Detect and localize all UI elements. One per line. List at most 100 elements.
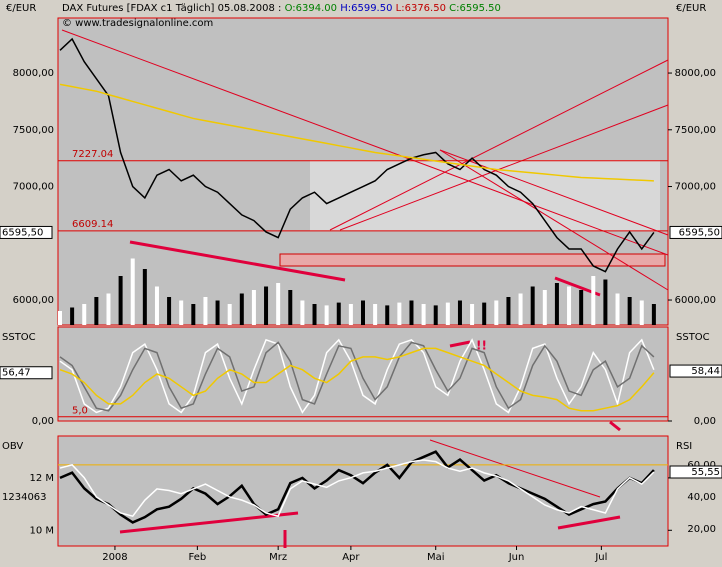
high: H:6599.50 (340, 3, 392, 14)
y-tick-label: 7500,00 (675, 125, 716, 136)
volume-bar (288, 290, 293, 325)
volume-bar (373, 304, 378, 325)
y-tick-label: 40,00 (687, 492, 716, 503)
trendlines (61, 29, 669, 498)
y-tick-label: 0,00 (694, 416, 716, 427)
volume-bar (348, 304, 353, 325)
x-tick-label: Jul (594, 552, 607, 563)
y-tick-label: 8000,00 (13, 68, 54, 79)
x-tick-label: Apr (342, 552, 360, 563)
open: O:6394.00 (285, 3, 337, 14)
volume-bar (300, 300, 305, 325)
volume-bar (603, 279, 608, 325)
axis-label: SSTOC (2, 332, 36, 343)
volume-bar (433, 305, 438, 325)
series-line (59, 459, 655, 518)
volume-bar (615, 293, 620, 325)
volume-bar (542, 290, 547, 325)
volume-bar (276, 283, 281, 325)
stoch-panel (57, 326, 669, 422)
annotation: !! (476, 339, 487, 353)
volume-bar (106, 293, 111, 325)
volume-bar (579, 290, 584, 325)
current-label: 1234063 (2, 492, 47, 503)
volume-bar (167, 297, 172, 325)
volume-bar (385, 305, 390, 325)
volume-bar (530, 286, 535, 325)
volume-bar (239, 293, 244, 325)
axis-label: RSI (676, 441, 692, 452)
volume-bar (82, 304, 87, 325)
x-tick-label: 2008 (102, 552, 127, 563)
volume-bar (639, 300, 644, 325)
volume-bar (251, 290, 256, 325)
volume-bar (264, 286, 269, 325)
y-tick-label: 6000,00 (13, 295, 54, 306)
value-box (0, 366, 53, 380)
y-tick-label: 0,00 (32, 416, 54, 427)
volume-bar (94, 297, 99, 325)
series-line (59, 37, 655, 273)
volume-bar (397, 302, 402, 325)
y-tick-label: 7000,00 (13, 182, 54, 193)
volume-bar (554, 283, 559, 325)
volume-bar (215, 300, 220, 325)
volume-bar (457, 300, 462, 325)
volume-bar (482, 302, 487, 325)
level-label: 7227.04 (72, 149, 113, 160)
series-line (59, 450, 655, 524)
volume-bar (445, 302, 450, 325)
y-tick-label: 20,00 (687, 524, 716, 535)
volume-bar (154, 286, 159, 325)
support-box (279, 253, 666, 267)
volume-bar (409, 300, 414, 325)
y-tick-label: 7000,00 (675, 182, 716, 193)
value-box (0, 225, 53, 239)
close: C:6595.50 (449, 3, 501, 14)
volume-bar (70, 307, 75, 325)
instrument: DAX Futures [FDAX c1 Täglich] 05.08.2008… (62, 3, 281, 14)
value-label: 6595,50 (2, 227, 43, 238)
level-label: 5,0 (72, 406, 88, 417)
axis-label: OBV (2, 441, 23, 452)
volume-bar (58, 311, 62, 325)
series-line (59, 341, 655, 412)
volume-bar (651, 304, 656, 325)
y-tick-label: 6000,00 (675, 295, 716, 306)
volume-bar (567, 286, 572, 325)
volume-bar (324, 305, 329, 325)
volume-bar (142, 269, 147, 325)
low: L:6376.50 (396, 3, 446, 14)
x-tick-label: Mai (427, 552, 445, 563)
axis-label: SSTOC (676, 332, 710, 343)
divergence-lines (119, 240, 621, 548)
y-tick-label: 8000,00 (675, 68, 716, 79)
header: DAX Futures [FDAX c1 Täglich] 05.08.2008… (62, 3, 501, 14)
value-label: 55,55 (691, 467, 720, 478)
volume-bar (494, 300, 499, 325)
volume-bar (227, 304, 232, 325)
level-label: 6609.14 (72, 219, 113, 230)
value-label: 56,47 (2, 368, 31, 379)
volume-bar (506, 297, 511, 325)
volume-bar (518, 293, 523, 325)
volume-bar (421, 304, 426, 325)
y-tick-label: 7500,00 (13, 125, 54, 136)
x-tick-label: Mrz (269, 552, 287, 563)
y-tick-label: 12 M (29, 473, 54, 484)
volume-bar (130, 258, 135, 325)
volume-bar (361, 300, 365, 325)
value-label: 6595,50 (679, 227, 720, 238)
volume-bar (336, 302, 341, 325)
volume-bar (118, 276, 123, 325)
series-line (59, 347, 655, 412)
x-tick-label: Feb (189, 552, 207, 563)
copyright: © www.tradesignalonline.com (62, 18, 213, 29)
value-box (669, 465, 722, 479)
y-tick-label: 10 M (29, 525, 54, 536)
series-line (59, 83, 654, 182)
volume-bar (627, 297, 632, 325)
volume-bar (191, 304, 196, 325)
value-box (669, 364, 722, 378)
